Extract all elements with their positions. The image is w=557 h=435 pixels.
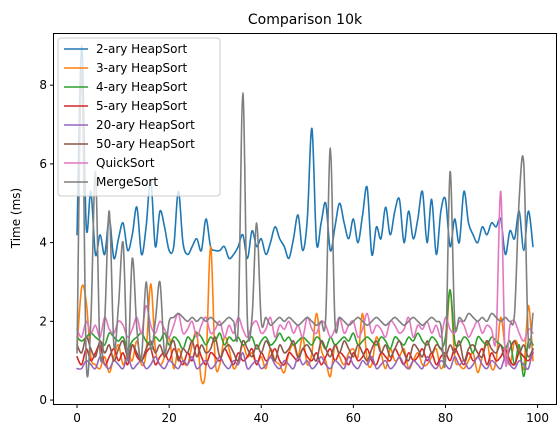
x-tick-label-1: 20 [161, 411, 176, 425]
y-axis-label: Time (ms) [9, 188, 23, 250]
series-line-3 [76, 343, 534, 366]
legend-label-6: QuickSort [96, 156, 155, 170]
legend-label-2: 4-ary HeapSort [96, 80, 187, 94]
y-tick-label-1: 2 [39, 314, 47, 328]
series-line-7 [76, 68, 534, 378]
series-lines [76, 45, 534, 385]
y-tick-label-4: 8 [39, 78, 47, 92]
legend-label-7: MergeSort [96, 175, 158, 189]
y-tick-label-0: 0 [39, 393, 47, 407]
x-tick-label-0: 0 [73, 411, 81, 425]
series-line-4 [76, 348, 534, 371]
series-line-0 [76, 45, 534, 260]
legend: 2-ary HeapSort 3-ary HeapSort 4-ary HeapSo… [57, 37, 221, 197]
x-axis: 0 20 40 60 80 100 [73, 404, 549, 425]
legend-label-0: 2-ary HeapSort [96, 42, 187, 56]
legend-label-5: 50-ary HeapSort [96, 137, 195, 151]
x-tick-label-3: 60 [346, 411, 361, 425]
legend-label-1: 3-ary HeapSort [96, 61, 187, 75]
series-line-1 [76, 245, 534, 385]
y-axis: 0 2 4 6 8 [39, 78, 54, 407]
x-tick-label-2: 40 [254, 411, 269, 425]
y-tick-label-3: 6 [39, 157, 47, 171]
chart-title: Comparison 10k [248, 12, 363, 28]
x-tick-label-5: 100 [526, 411, 549, 425]
legend-box [57, 37, 221, 197]
y-tick-label-2: 4 [39, 236, 47, 250]
x-tick-label-4: 80 [438, 411, 453, 425]
legend-label-4: 20-ary HeapSort [96, 118, 195, 132]
legend-label-3: 5-ary HeapSort [96, 99, 187, 113]
